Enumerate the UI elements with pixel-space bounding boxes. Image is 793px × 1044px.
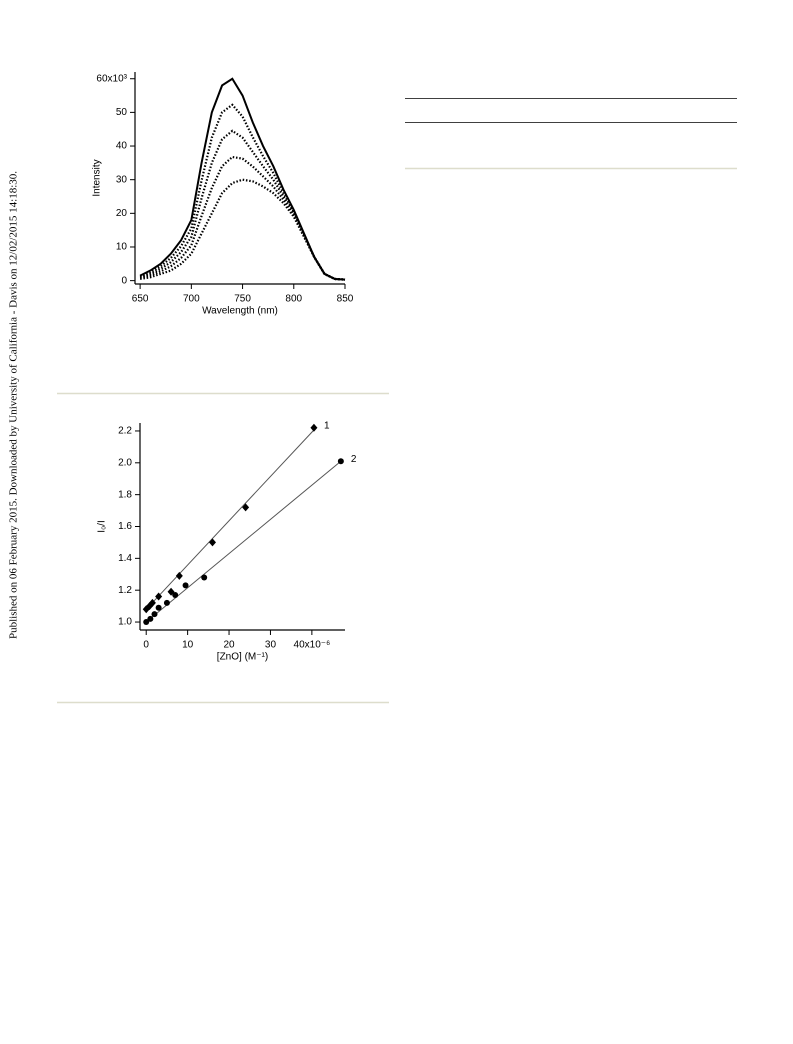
point <box>147 615 154 622</box>
x-tick-label: 20 <box>223 640 235 651</box>
y-tick-label: 30 <box>116 174 128 185</box>
series-label: 2 <box>351 454 357 465</box>
x-tick-label: 650 <box>132 294 149 305</box>
x-tick-label: 750 <box>234 294 251 305</box>
point <box>155 604 162 611</box>
y-tick-label: 1.8 <box>118 489 132 500</box>
point <box>201 574 208 581</box>
point <box>310 423 318 432</box>
x-axis-label: Wavelength (nm) <box>202 306 278 317</box>
y-tick-label: 1.6 <box>118 521 132 532</box>
point <box>143 619 150 626</box>
x-tick-label: 40x10⁻⁶ <box>294 640 331 651</box>
spectrum-line <box>139 103 346 281</box>
y-tick-label: 50 <box>116 107 128 118</box>
y-tick-label: 2.2 <box>118 426 132 437</box>
x-tick-label: 850 <box>337 294 354 305</box>
x-axis-label: [ZnO] (M⁻¹) <box>217 652 268 663</box>
y-axis-label: Intensity <box>92 159 103 196</box>
spectrum-line <box>139 178 346 281</box>
y-tick-label: 1.2 <box>118 585 132 596</box>
point <box>148 598 156 607</box>
y-tick-label: 20 <box>116 208 128 219</box>
fit-line <box>145 460 342 623</box>
point <box>208 538 216 547</box>
point <box>163 599 170 606</box>
x-tick-label: 800 <box>285 294 302 305</box>
point <box>172 591 179 598</box>
y-tick-label: 60x10³ <box>96 73 127 84</box>
y-tick-label: 1.4 <box>118 553 132 564</box>
point <box>155 592 163 601</box>
x-tick-label: 0 <box>143 640 149 651</box>
y-tick-label: 1.0 <box>118 617 132 628</box>
x-tick-label: 10 <box>182 640 194 651</box>
y-tick-label: 10 <box>116 242 128 253</box>
y-tick-label: 0 <box>121 275 127 286</box>
point <box>242 503 250 512</box>
sidebar: Published on 06 February 2015. Downloade… <box>8 171 20 639</box>
point <box>175 571 183 580</box>
point <box>182 582 189 589</box>
x-tick-label: 30 <box>265 640 277 651</box>
y-tick-label: 2.0 <box>118 457 132 468</box>
spectrum-line <box>139 155 346 281</box>
x-tick-label: 700 <box>183 294 200 305</box>
y-tick-label: 40 <box>116 141 128 152</box>
point <box>337 458 344 465</box>
fit-line <box>145 427 317 610</box>
y-axis-label: I₀/I <box>97 520 108 533</box>
point <box>151 611 158 618</box>
spectrum-line <box>139 77 346 281</box>
series-label: 1 <box>324 420 330 431</box>
